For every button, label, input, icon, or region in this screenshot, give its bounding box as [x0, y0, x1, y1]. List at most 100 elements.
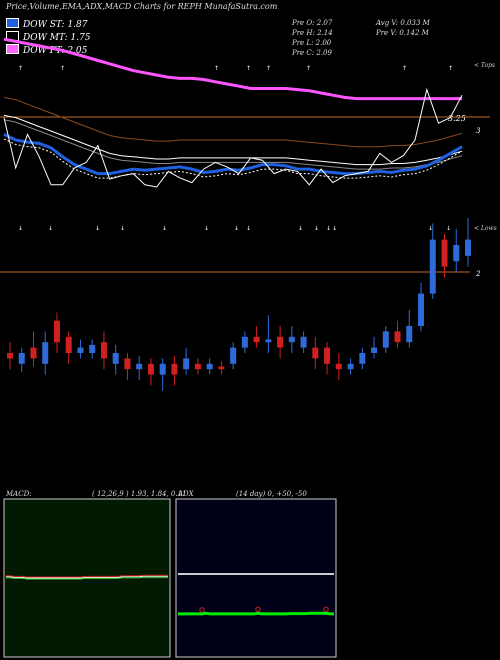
macd-params: ( 12,26,9 ) 1.93, 1.84, 0.11: [92, 490, 187, 498]
candle-body-12: [147, 363, 154, 375]
series-envelope-upper: [3, 114, 463, 166]
adx-params: (14 day) 0, +50, -50: [236, 490, 307, 498]
candle-body-24: [288, 336, 295, 343]
level-label: 3.25: [448, 114, 466, 123]
marker-dot-low-5: ↓: [204, 225, 209, 232]
candle-body-23: [277, 336, 284, 348]
series-ema-long: [3, 96, 463, 148]
candle-body-38: [453, 245, 460, 262]
marker-dot-top-6: ↑: [402, 65, 407, 72]
marker-dot-low-6: ↓: [234, 225, 239, 232]
series-dotted: [3, 138, 463, 179]
legend-swatch-pt-icon: [6, 44, 19, 54]
marker-dot-top-7: ↑: [448, 65, 453, 72]
lower-axis-tick: 2: [476, 270, 481, 278]
marker-dot-low-1: ↓: [48, 225, 53, 232]
candle-body-27: [324, 347, 331, 364]
candle-body-14: [171, 363, 178, 375]
adx-panel: [175, 498, 337, 658]
candle-body-7: [89, 344, 96, 353]
candle-body-17: [206, 363, 213, 370]
marker-dot-low-0: ↓: [18, 225, 23, 232]
candle-body-34: [406, 326, 413, 343]
upper-axis-tick: 3: [476, 127, 481, 135]
candle-body-30: [359, 353, 366, 364]
ohlc-low: Pre L: 2.00: [292, 39, 332, 47]
marker-dot-top-0: ↑: [18, 65, 23, 72]
candle-body-6: [77, 347, 84, 353]
legend-label-st: DOW ST: 1.87: [23, 20, 88, 30]
candle-body-22: [265, 339, 272, 343]
marker-dot-top-4: ↑: [266, 65, 271, 72]
candle-body-26: [312, 347, 319, 359]
candle-body-18: [218, 366, 225, 370]
macd-line: [6, 575, 168, 579]
legend-label-mt: DOW MT: 1.75: [23, 33, 91, 43]
candle-body-5: [65, 336, 72, 353]
marker-dot-low-7: ↓: [246, 225, 251, 232]
marker-dot-top-2: ↑: [214, 65, 219, 72]
candle-body-33: [394, 331, 401, 343]
candle-body-4: [53, 320, 60, 343]
candle-body-21: [253, 336, 260, 343]
candle-body-8: [100, 342, 107, 359]
series-close: [3, 87, 463, 188]
ohlc-right: Avg V: 0.033 M Pre V: 0.142 M: [376, 18, 430, 38]
candle-body-39: [465, 239, 471, 256]
marker-dot-low-11: ↓: [332, 225, 337, 232]
candle-body-37: [441, 239, 448, 267]
legend-dow-st: DOW ST: 1.87: [6, 18, 88, 30]
candle-body-10: [124, 358, 131, 370]
marker-dot-low-9: ↓: [314, 225, 319, 232]
candle-body-35: [418, 293, 425, 326]
candle-body-9: [112, 353, 119, 364]
adx-cross-marker-1: [255, 606, 261, 612]
candle-body-19: [230, 347, 237, 364]
page-title: Price,Volume,EMA,ADX,MACD Charts for REP…: [6, 2, 278, 11]
avg-volume: Avg V: 0.033 M: [376, 19, 430, 27]
candle-body-16: [194, 363, 201, 370]
legend-label-pt: DOW PT: 2.05: [23, 46, 88, 56]
candle-body-20: [241, 336, 248, 348]
candle-body-3: [42, 342, 49, 364]
macd-signal-line: [6, 576, 168, 580]
marker-dot-low-2: ↓: [95, 225, 100, 232]
prev-volume: Pre V: 0.142 M: [376, 29, 429, 37]
macd-label: MACD:: [6, 490, 32, 498]
marker-dot-low-10: ↓: [326, 225, 331, 232]
legend-dow-pt: DOW PT: 2.05: [6, 44, 87, 56]
marker-dot-low-13: ↓: [446, 225, 451, 232]
tops-tag: < Tops: [474, 62, 496, 69]
series-dow-st: [3, 133, 463, 176]
marker-dot-low-12: ↓: [428, 225, 433, 232]
legend-swatch-st-icon: [6, 18, 19, 28]
candle-body-36: [429, 239, 436, 294]
candle-body-11: [136, 363, 143, 370]
candle-body-28: [335, 363, 342, 370]
candle-body-1: [18, 353, 25, 364]
adx-di-line: [178, 611, 334, 616]
candle-body-2: [30, 347, 37, 359]
ohlc-close: Pre C: 2.09: [292, 49, 332, 57]
lows-tag: < Lows: [474, 225, 497, 232]
adx-label: ADX: [178, 490, 194, 498]
adx-cross-marker-0: [199, 607, 205, 613]
macd-hist-line: [6, 574, 168, 578]
marker-dot-low-8: ↓: [298, 225, 303, 232]
series-dow-mt: [3, 119, 463, 170]
ohlc-open: Pre O: 2.07: [292, 19, 333, 27]
adx-cross-marker-2: [323, 606, 329, 612]
candle-body-25: [300, 336, 307, 348]
marker-dot-top-3: ↑: [246, 65, 251, 72]
candle-body-13: [159, 363, 166, 375]
candle-body-15: [183, 358, 190, 370]
marker-dot-low-3: ↓: [120, 225, 125, 232]
candle-body-29: [347, 363, 354, 370]
candle-body-0: [7, 353, 13, 359]
ohlc-high: Pre H: 2.14: [292, 29, 333, 37]
candle-body-32: [382, 331, 389, 348]
series-dow-pt: [3, 37, 462, 101]
ohlc-left: Pre O: 2.07 Pre H: 2.14 Pre L: 2.00 Pre …: [292, 18, 333, 58]
marker-dot-top-1: ↑: [60, 65, 65, 72]
